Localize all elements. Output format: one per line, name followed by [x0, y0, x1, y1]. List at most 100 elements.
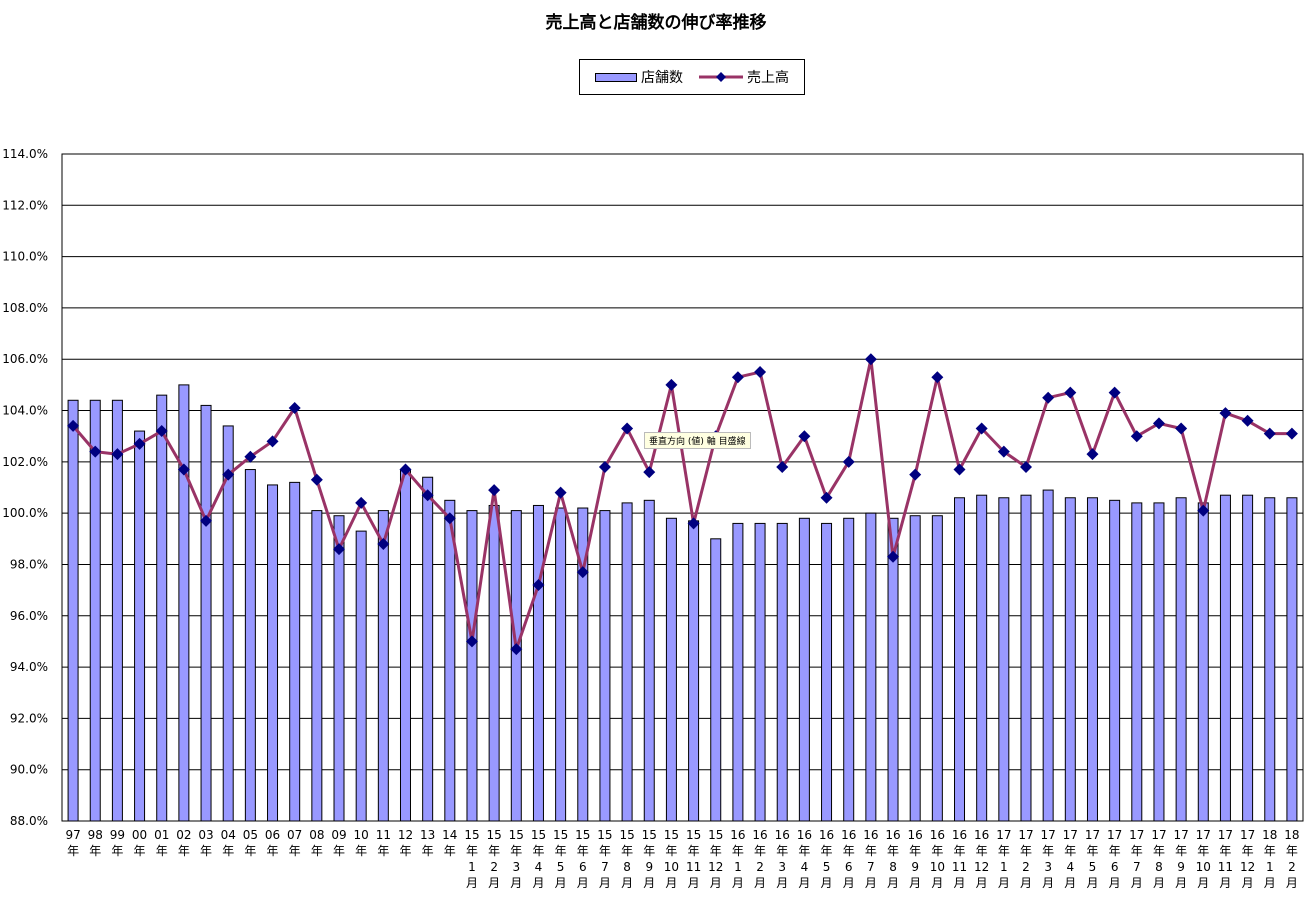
bar [577, 507, 589, 822]
x-tick-label: 8 [889, 860, 897, 874]
x-tick-label: 年 [422, 844, 434, 858]
x-tick-label: 月 [1286, 876, 1298, 890]
sales-marker [1152, 417, 1165, 430]
legend-label-stores: 店舗数 [641, 70, 683, 86]
sales-marker [731, 371, 744, 384]
bar [1286, 497, 1298, 822]
x-tick-label: 年 [843, 844, 855, 858]
x-tick-label: 年 [710, 844, 722, 858]
sales-marker [222, 468, 235, 481]
x-tick-label: 月 [555, 876, 567, 890]
sales-marker [953, 463, 966, 476]
sales-marker [355, 496, 368, 509]
sales-marker [200, 514, 213, 527]
sales-marker [621, 422, 634, 435]
sales-marker [1175, 422, 1188, 435]
bar [643, 499, 655, 822]
x-tick-label: 16 [952, 828, 967, 842]
x-tick-label: 月 [643, 876, 655, 890]
sales-marker [864, 353, 877, 366]
x-tick-label: 13 [420, 828, 435, 842]
x-tick-label: 年 [1064, 844, 1076, 858]
x-tick-label: 年 [798, 844, 810, 858]
x-tick-label: 年 [1242, 844, 1254, 858]
x-tick-label: 年 [1109, 844, 1121, 858]
y-tick-label: 90.0% [10, 763, 48, 777]
sales-marker [975, 422, 988, 435]
legend-label-sales: 売上高 [747, 70, 789, 86]
bar [244, 469, 256, 822]
x-tick-label: 年 [333, 844, 345, 858]
x-tick-label: 11 [952, 860, 967, 874]
sales-marker [1086, 448, 1099, 461]
sales-marker [488, 484, 501, 497]
sales-marker [177, 463, 190, 476]
x-tick-label: 9 [911, 860, 919, 874]
sales-marker [754, 366, 767, 379]
x-tick-label: 年 [1020, 844, 1032, 858]
sales-marker [687, 517, 700, 530]
x-tick-label: 16 [730, 828, 745, 842]
sales-marker [377, 537, 390, 550]
sales-line [71, 357, 1292, 651]
x-tick-label: 11 [376, 828, 391, 842]
bar [798, 517, 810, 822]
sales-marker [1263, 427, 1276, 440]
x-tick-label: 4 [535, 860, 543, 874]
x-tick-label: 年 [178, 844, 190, 858]
x-tick-label: 月 [488, 876, 500, 890]
bar [710, 538, 722, 822]
x-tick-label: 年 [466, 844, 478, 858]
bar [555, 507, 567, 822]
x-tick-label: 5 [823, 860, 831, 874]
sales-marker [1019, 460, 1032, 473]
x-tick-label: 17 [1085, 828, 1100, 842]
x-tick-label: 04 [221, 828, 236, 842]
bar [821, 522, 833, 822]
x-tick-label: 16 [974, 828, 989, 842]
bar [776, 522, 788, 822]
bar [200, 404, 212, 822]
x-tick-label: 17 [1151, 828, 1166, 842]
x-tick-label: 年 [732, 844, 744, 858]
sales-marker [1219, 407, 1232, 420]
bar [1020, 494, 1032, 822]
x-tick-label: 18 [1284, 828, 1299, 842]
bar [1086, 497, 1098, 822]
bar [931, 515, 943, 822]
x-tick-label: 年 [444, 844, 456, 858]
bar [377, 510, 389, 822]
y-tick-label: 96.0% [10, 609, 48, 623]
x-tick-label: 5 [1089, 860, 1097, 874]
sales-marker [1064, 386, 1077, 399]
sales-marker [931, 371, 944, 384]
x-tick-label: 15 [597, 828, 612, 842]
sales-marker [1130, 430, 1143, 443]
sales-marker [155, 425, 168, 438]
x-tick-label: 月 [532, 876, 544, 890]
sales-marker [665, 378, 678, 391]
x-tick-label: 年 [267, 844, 279, 858]
x-tick-label: 12 [398, 828, 413, 842]
y-tick-label: 92.0% [10, 711, 48, 725]
x-tick-label: 17 [1173, 828, 1188, 842]
x-tick-label: 年 [577, 844, 589, 858]
bar [510, 510, 522, 822]
bar [843, 517, 855, 822]
x-tick-label: 年 [555, 844, 567, 858]
x-tick-label: 01 [154, 828, 169, 842]
x-tick-label: 年 [998, 844, 1010, 858]
legend: 店舗数 売上高 [579, 59, 805, 95]
bar [355, 530, 367, 822]
x-tick-label: 11 [686, 860, 701, 874]
x-tick-label: 1 [468, 860, 476, 874]
x-tick-label: 4 [1066, 860, 1074, 874]
x-tick-label: 07 [287, 828, 302, 842]
x-tick-label: 7 [601, 860, 609, 874]
x-tick-label: 年 [289, 844, 301, 858]
y-tick-label: 94.0% [10, 660, 48, 674]
x-tick-label: 年 [1153, 844, 1165, 858]
x-tick-label: 月 [1175, 876, 1187, 890]
bar [1219, 494, 1231, 822]
